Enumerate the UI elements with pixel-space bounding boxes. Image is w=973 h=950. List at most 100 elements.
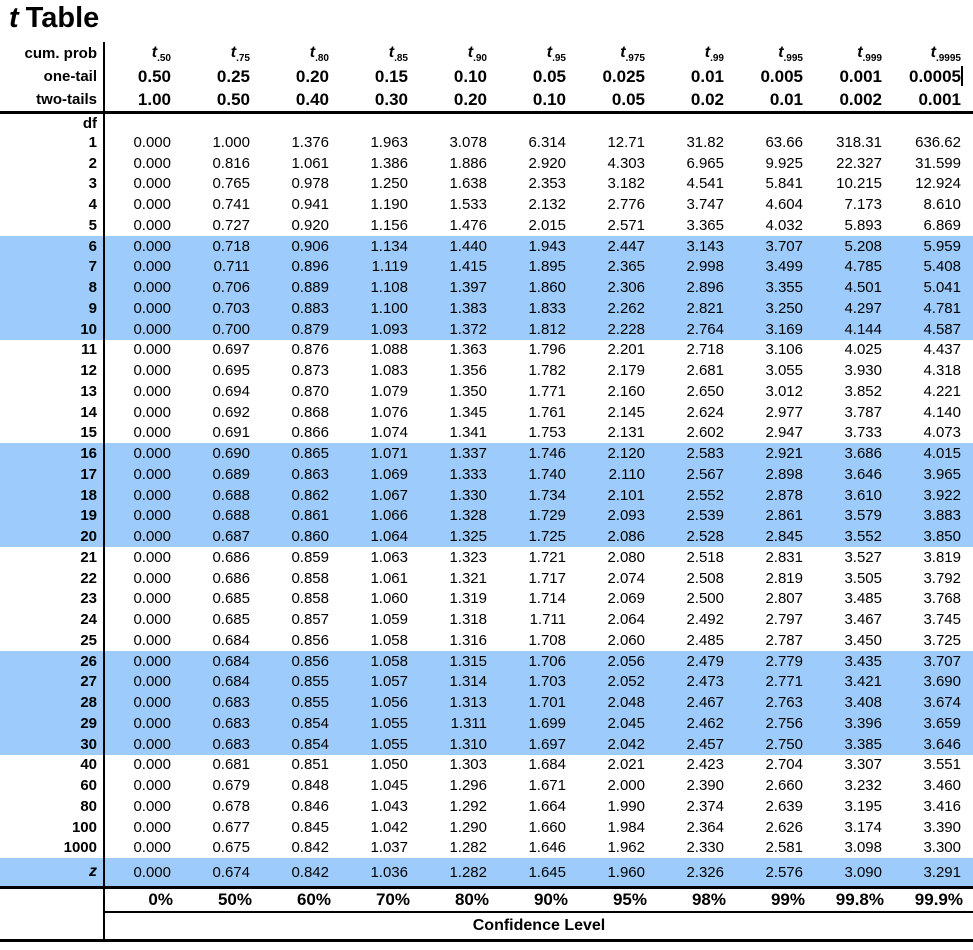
table-cell: 3.435: [844, 652, 882, 670]
table-cell: 0.873: [291, 362, 329, 380]
table-cell: 3.450: [844, 631, 882, 649]
column-header-t80: t.80: [262, 42, 341, 65]
two-tails-value: 0.30: [341, 88, 420, 114]
table-cell: 3.012: [765, 382, 803, 400]
table-cell: 6.314: [528, 133, 566, 151]
table-cell: 1.711: [529, 611, 566, 629]
table-cell: 0.889: [291, 279, 329, 297]
table-cell: 5.841: [765, 175, 803, 193]
table-cell: 1.325: [449, 528, 487, 546]
table-cell: 3.579: [844, 507, 882, 525]
empty-cell: [578, 113, 657, 133]
table-cell: 1.100: [370, 299, 408, 317]
table-cell: 2.326: [657, 858, 736, 890]
one-tail-value: 0.20: [295, 66, 329, 86]
table-row: 22 0.000 0.686 0.858 1.061 1.321 1.717 2.074 2.5…: [0, 567, 973, 589]
table-cell: 0.727: [212, 216, 250, 234]
table-cell: 1.282: [449, 839, 487, 857]
table-row: 12 0.000 0.695 0.873 1.083 1.356 1.782 2.179 2.6…: [0, 360, 973, 381]
table-cell: 0.845: [291, 818, 329, 836]
table-cell: 2.539: [686, 507, 724, 525]
table-cell: 2.861: [765, 507, 803, 525]
table-cell: 2.021: [607, 756, 645, 774]
table-cell: 3.552: [844, 528, 882, 546]
table-cell: 0.883: [291, 299, 329, 317]
table-cell: 1.771: [528, 382, 566, 400]
table-cell: 2.821: [686, 299, 724, 317]
table-cell: 1.190: [370, 196, 408, 214]
table-cell: 2.132: [528, 196, 566, 214]
table-cell: 1.058: [370, 631, 408, 649]
table-cell: 2.374: [686, 797, 724, 815]
table-cell: 0.695: [212, 362, 250, 380]
two-tails-value: 0.01: [736, 88, 815, 114]
row-label: 28: [80, 694, 97, 712]
table-cell: 3.365: [686, 216, 724, 234]
table-cell: 3.852: [844, 382, 882, 400]
row-label: 19: [80, 507, 97, 525]
two-tails-value: 0.20: [420, 88, 499, 114]
table-row: 80 0.000 0.678 0.846 1.043 1.292 1.664 1.990 2.3…: [0, 796, 973, 817]
table-cell: 1.314: [449, 673, 487, 691]
table-row: 40 0.000 0.681 0.851 1.050 1.303 1.684 2.021 2.4…: [0, 754, 973, 776]
table-cell: 0.000: [103, 609, 183, 630]
table-cell: 2.015: [528, 216, 566, 234]
table-cell: 0.687: [212, 528, 250, 546]
two-tails-value: 0.50: [183, 88, 262, 114]
table-row: 20 0.000 0.687 0.860 1.064 1.325 1.725 2.086 2.5…: [0, 526, 973, 547]
table-cell: 3.232: [844, 777, 882, 795]
table-cell: 1.066: [370, 507, 408, 525]
table-cell: 1.638: [449, 175, 487, 193]
percent-value: 70%: [341, 887, 420, 914]
table-cell: 0.686: [212, 569, 250, 587]
table-cell: 2.110: [608, 465, 645, 483]
row-label: 8: [88, 279, 97, 297]
table-cell: 0.706: [212, 279, 250, 297]
table-cell: 1.079: [370, 382, 408, 400]
t-symbol: t: [388, 43, 395, 61]
table-cell: 0.000: [103, 588, 183, 610]
table-cell: 2.457: [686, 735, 724, 753]
table-cell: 1.061: [370, 569, 408, 587]
row-label: 80: [80, 797, 97, 815]
table-cell: 3.747: [686, 196, 724, 214]
row-label: 40: [80, 756, 97, 774]
column-header-t99: t.99: [657, 42, 736, 65]
table-cell: 1.746: [528, 445, 566, 463]
table-row: 30 0.000 0.683 0.854 1.055 1.310 1.697 2.042 2.4…: [0, 733, 973, 755]
table-cell: 2.831: [765, 548, 803, 566]
table-cell: 2.447: [607, 237, 645, 255]
table-cell: 0.000: [103, 796, 183, 817]
table-cell: 2.571: [607, 216, 645, 234]
table-cell: 1.055: [370, 735, 408, 753]
table-cell: 2.660: [765, 777, 803, 795]
table-cell: 0.859: [291, 548, 329, 566]
table-cell: 1.061: [291, 154, 329, 172]
table-cell: 3.421: [844, 673, 882, 691]
table-row: 26 0.000 0.684 0.856 1.058 1.315 1.706 2.056 2.4…: [0, 650, 973, 672]
table-row: 14 0.000 0.692 0.868 1.076 1.345 1.761 2.145 2.6…: [0, 401, 973, 423]
cum-prob-label: cum. prob: [24, 45, 97, 62]
table-cell: 1.042: [370, 818, 408, 836]
table-cell: 1.415: [449, 258, 487, 276]
table-cell: 1.386: [370, 154, 408, 172]
table-cell: 0.688: [212, 486, 250, 504]
table-cell: 2.467: [686, 694, 724, 712]
row-label: 10: [80, 320, 97, 338]
table-cell: 10.215: [836, 175, 882, 193]
table-cell: 1.292: [449, 797, 487, 815]
table-cell: 1.860: [528, 279, 566, 297]
table-cell: 8.610: [923, 196, 961, 214]
table-cell: 2.485: [686, 631, 724, 649]
table-cell: 1.440: [449, 237, 487, 255]
table-cell: 3.850: [923, 528, 961, 546]
t-subscript: .99: [710, 52, 724, 64]
table-cell: 1.250: [370, 175, 408, 193]
row-label: 17: [80, 465, 97, 483]
table-cell: 1.337: [449, 445, 487, 463]
table-cell: 1.313: [449, 694, 487, 712]
two-tails-value: 0.02: [657, 88, 736, 114]
row-label: 14: [80, 403, 97, 421]
table-row: 28 0.000 0.683 0.855 1.056 1.313 1.701 2.048 2.4…: [0, 692, 973, 713]
table-cell: 6.965: [686, 154, 724, 172]
